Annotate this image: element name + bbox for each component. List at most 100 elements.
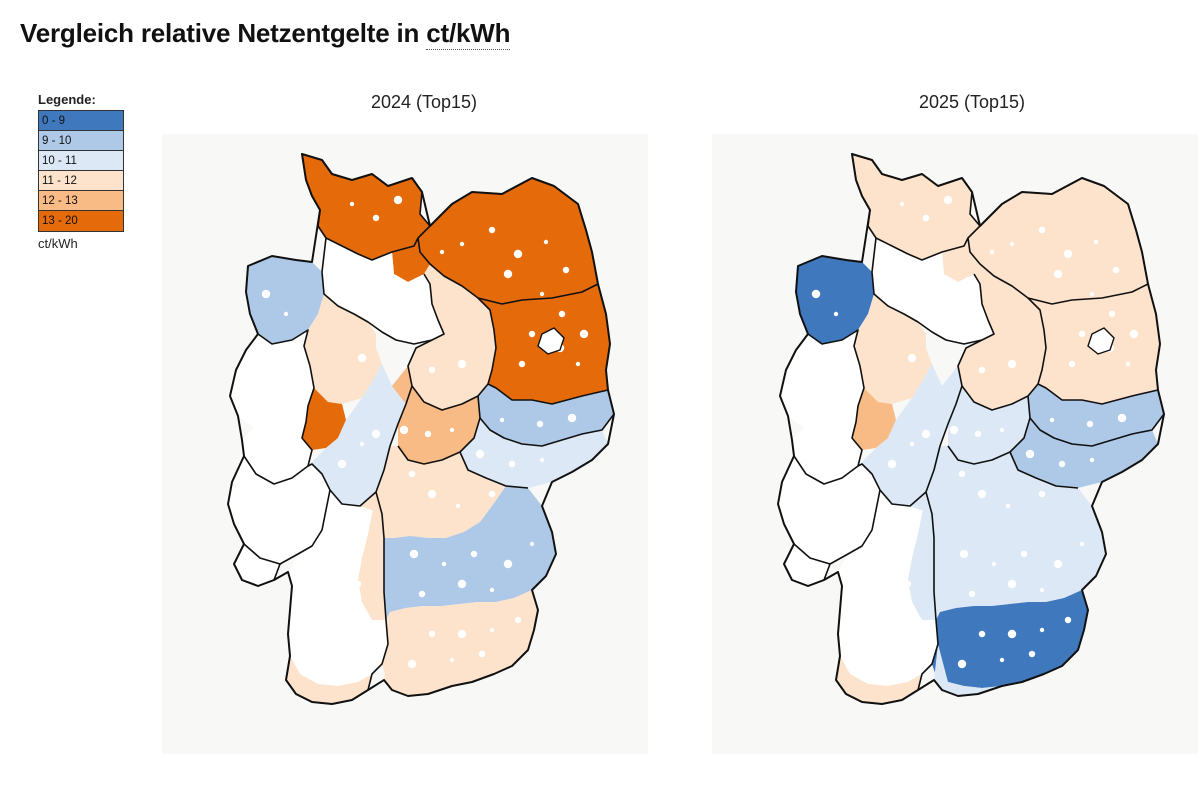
state-border: [407, 297, 497, 411]
speckle: [499, 417, 505, 423]
berlin-region: [1087, 327, 1115, 355]
speckle: [408, 470, 416, 478]
region-he: [308, 364, 412, 506]
speckle: [1125, 361, 1131, 367]
speckle: [921, 429, 931, 439]
map-panel-2025: [712, 134, 1198, 754]
speckle: [1093, 239, 1099, 245]
speckle: [1049, 417, 1055, 423]
region-by_sw: [384, 644, 452, 696]
germany-map-2024: [227, 153, 615, 705]
speckle: [372, 214, 380, 222]
speckle: [327, 599, 337, 609]
speckle: [317, 669, 327, 679]
speckle: [528, 330, 536, 338]
speckle: [999, 657, 1005, 663]
region-bw_sw: [836, 656, 922, 704]
speckle: [829, 437, 835, 443]
speckle: [827, 529, 837, 539]
speckle: [407, 659, 417, 669]
legend-title: Legende:: [38, 92, 96, 107]
map-title-2024: 2024 (Top15): [370, 92, 478, 112]
page-title-text: Vergleich relative Netzentgelte in: [20, 18, 427, 48]
region-by_s: [382, 590, 538, 688]
speckle: [539, 291, 545, 297]
unit-link[interactable]: ct/kWh: [426, 18, 511, 50]
state-border: [947, 395, 1031, 465]
speckle: [991, 561, 997, 567]
speckle: [339, 541, 345, 547]
speckle: [371, 429, 381, 439]
speckle: [399, 425, 409, 435]
speckle: [939, 309, 945, 315]
speckle: [1009, 241, 1015, 247]
speckle: [885, 561, 891, 567]
speckle: [889, 541, 895, 547]
state-border: [321, 237, 445, 345]
speckle: [943, 195, 953, 205]
speckle: [1117, 413, 1127, 423]
speckle: [895, 281, 901, 287]
region-st: [958, 264, 1046, 410]
speckle: [974, 430, 982, 438]
state-border: [397, 395, 481, 465]
speckle: [1108, 310, 1116, 318]
speckle: [1068, 360, 1076, 368]
speckle: [427, 489, 437, 499]
region-ni_e: [322, 238, 444, 344]
speckle: [904, 580, 912, 588]
region-nrw_n: [230, 330, 314, 428]
legend: Legende: 0 - 9 9 - 10 10 - 11 11 - 12 12…: [38, 92, 128, 251]
speckle: [898, 646, 906, 654]
berlin-region: [537, 327, 565, 355]
speckle: [258, 456, 266, 464]
legend-item: 12 - 13: [39, 191, 123, 211]
speckle: [1020, 550, 1028, 558]
speckle: [543, 239, 549, 245]
speckle: [907, 353, 917, 363]
speckle: [470, 550, 478, 558]
state-border: [793, 329, 865, 485]
speckle: [803, 389, 813, 399]
speckle: [579, 329, 589, 339]
speckle: [475, 449, 485, 459]
speckle: [283, 311, 289, 317]
speckle: [1038, 226, 1046, 234]
speckle: [999, 427, 1005, 433]
speckle: [309, 631, 315, 637]
speckle: [488, 226, 496, 234]
speckle: [503, 269, 513, 279]
speckle: [459, 241, 465, 247]
speckle: [449, 657, 455, 663]
speckle: [457, 579, 467, 589]
speckle: [335, 561, 341, 567]
region-bw_sw: [286, 656, 372, 704]
state-border: [957, 297, 1047, 411]
speckle: [922, 290, 930, 298]
map-panel-2024: [162, 134, 648, 754]
speckle: [424, 430, 432, 438]
speckle: [348, 646, 356, 654]
region-bw: [288, 490, 388, 686]
map-title-2025: 2025 (Top15): [918, 92, 1026, 112]
state-border: [1037, 383, 1159, 405]
state-border: [243, 489, 331, 565]
speckle: [478, 650, 486, 658]
speckle: [409, 549, 419, 559]
speckle: [856, 510, 864, 518]
speckle: [449, 427, 455, 433]
speckle: [1039, 587, 1045, 593]
legend-unit: ct/kWh: [38, 236, 78, 251]
speckle: [978, 366, 986, 374]
region-rp: [778, 456, 880, 564]
region-sn_n: [1028, 384, 1164, 446]
region-sh: [302, 154, 430, 260]
speckle: [859, 631, 865, 637]
speckle: [514, 616, 522, 624]
speckle: [518, 360, 526, 368]
region-sn_s: [1010, 418, 1158, 488]
region-nrw_n: [780, 330, 864, 428]
region-nrw_c: [302, 388, 346, 450]
speckle: [1129, 329, 1139, 339]
region-bw_e: [908, 492, 936, 620]
